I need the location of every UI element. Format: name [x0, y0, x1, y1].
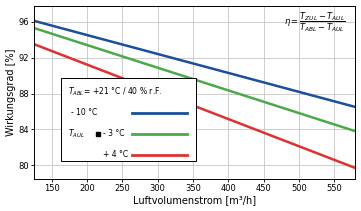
Y-axis label: Wirkungsgrad [%]: Wirkungsgrad [%]	[5, 49, 16, 136]
Text: - 10 °C: - 10 °C	[71, 108, 97, 118]
Text: $T_{ABL}$= +21 °C / 40 % r.F.: $T_{ABL}$= +21 °C / 40 % r.F.	[68, 85, 162, 98]
Text: + 4 °C: + 4 °C	[103, 150, 128, 159]
X-axis label: Luftvolumenstrom [m³/h]: Luftvolumenstrom [m³/h]	[133, 195, 256, 206]
FancyBboxPatch shape	[61, 78, 196, 161]
Text: $T_{AUL}$: $T_{AUL}$	[68, 127, 84, 140]
Text: - 3 °C: - 3 °C	[103, 129, 125, 138]
Text: $\eta = \dfrac{T_{ZUL} - T_{AUL}}{T_{ABL} - T_{AUL}}$: $\eta = \dfrac{T_{ZUL} - T_{AUL}}{T_{ABL…	[284, 11, 346, 34]
